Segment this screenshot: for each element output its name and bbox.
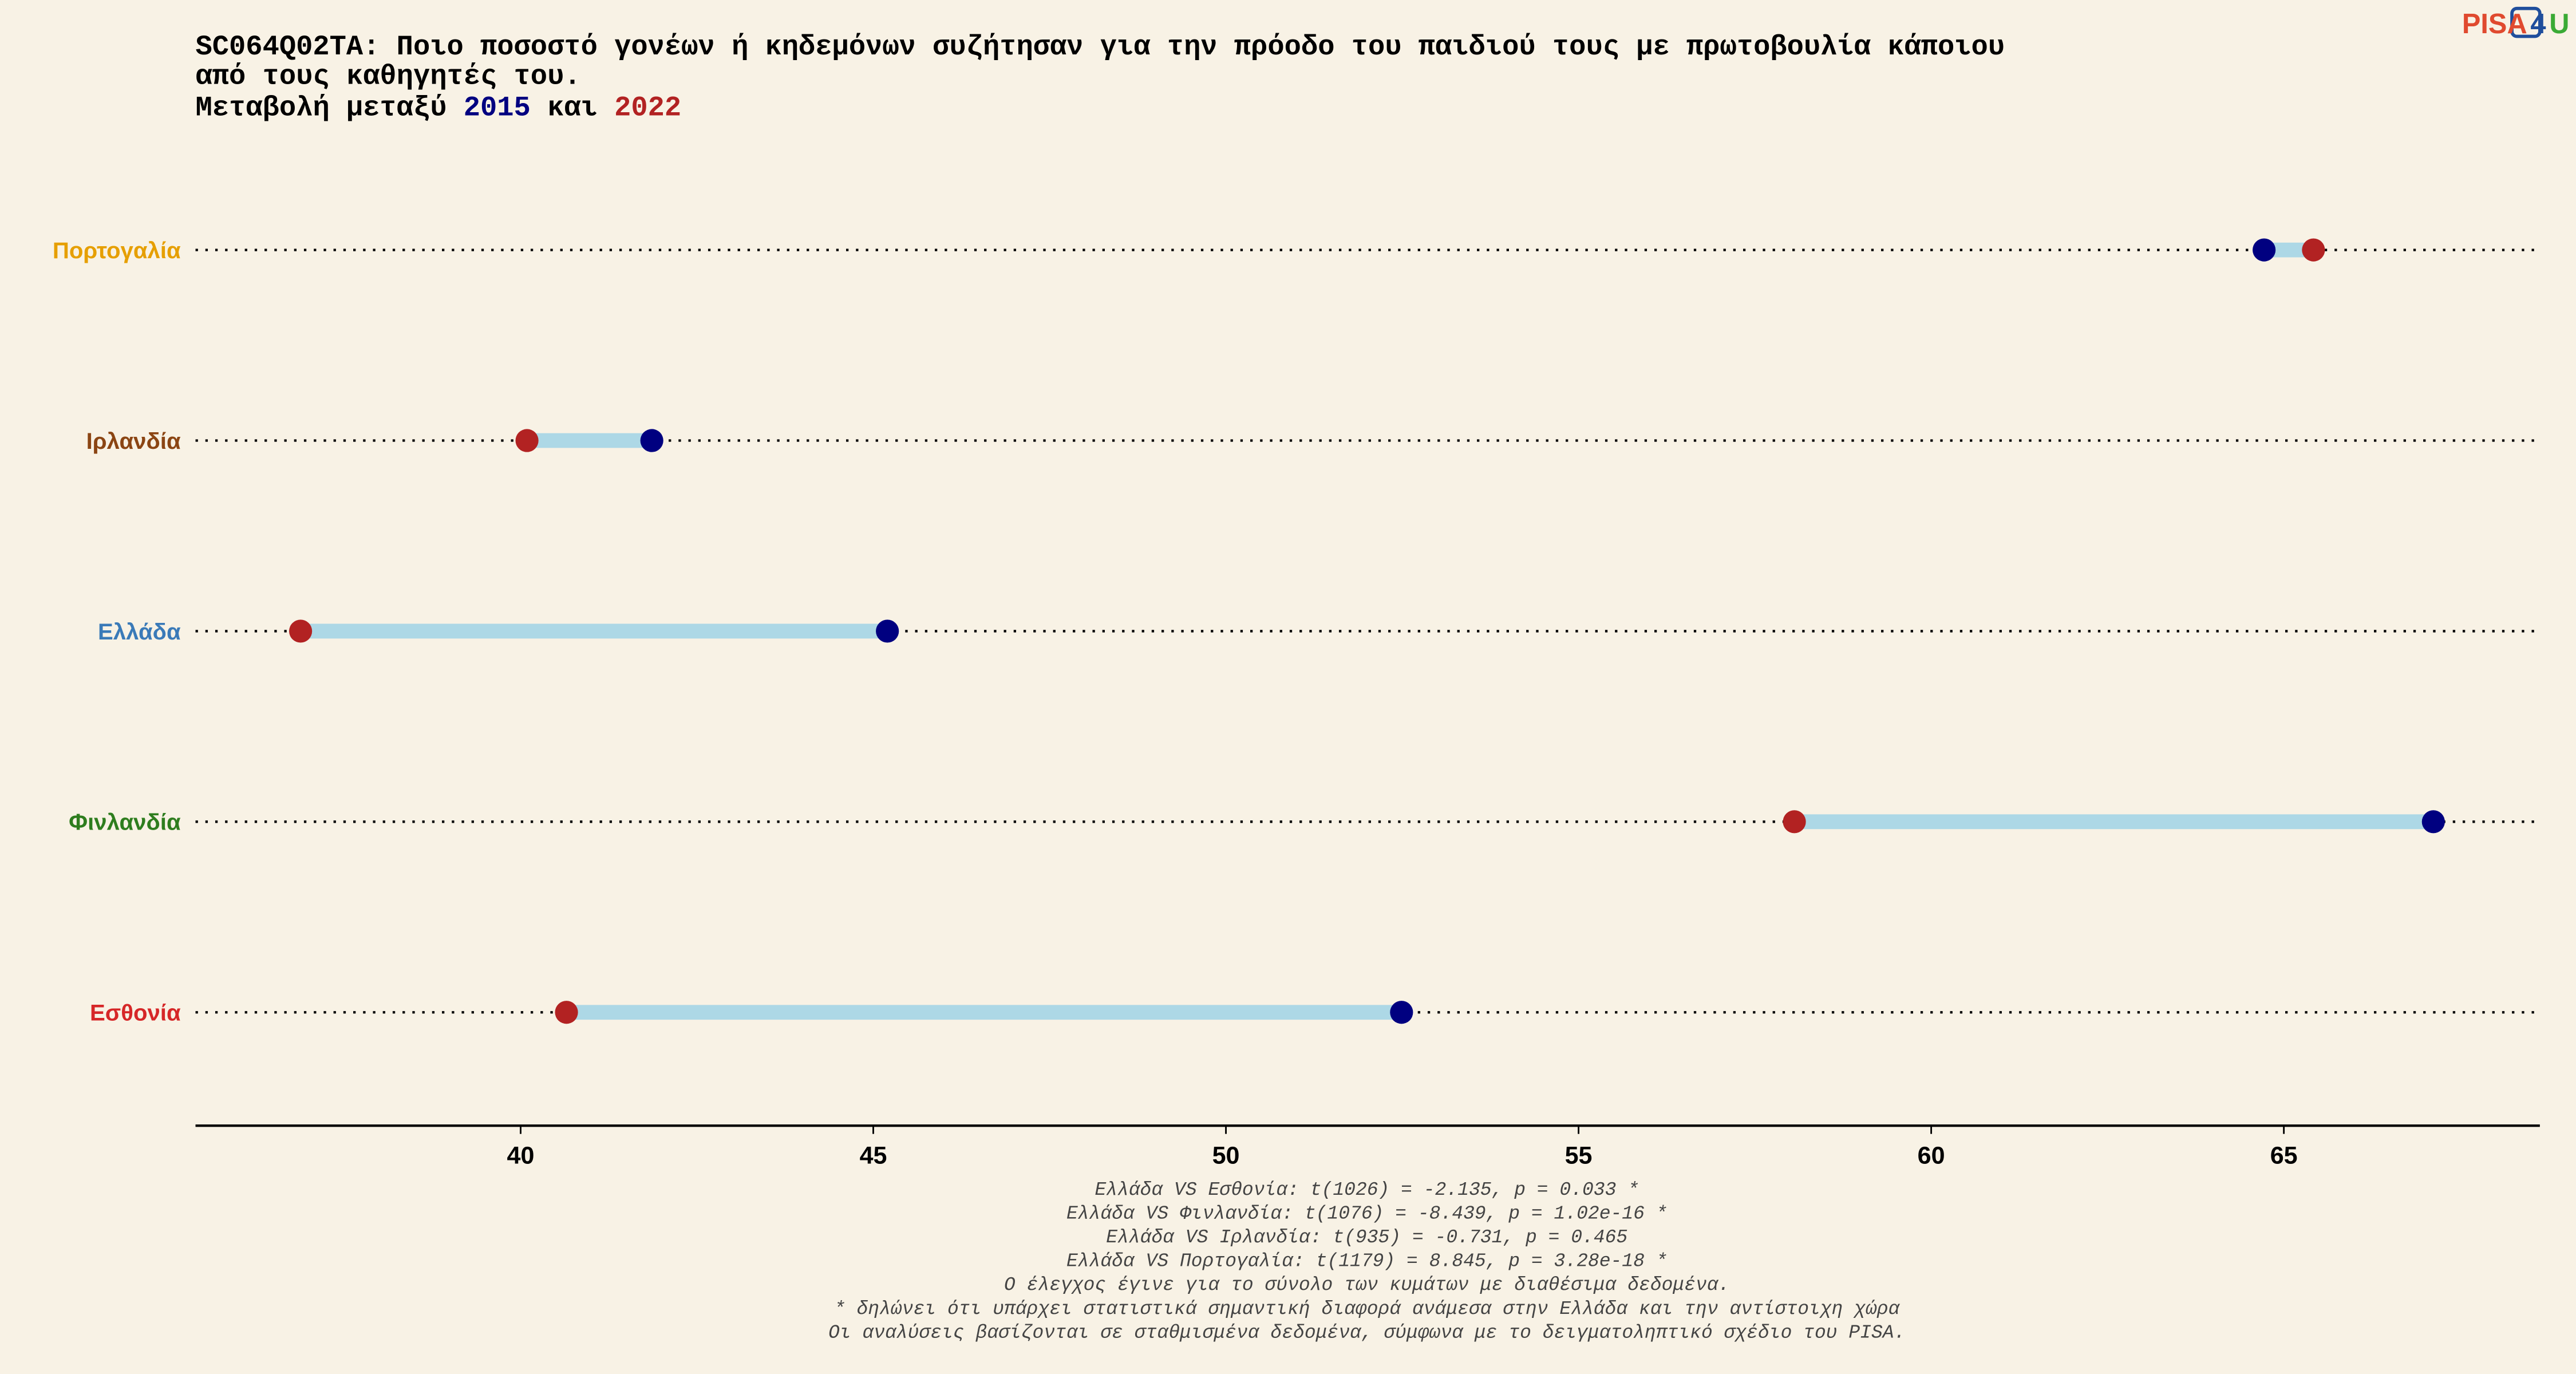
y-tick-label: Πορτογαλία <box>53 238 181 263</box>
x-tick-label: 40 <box>507 1142 535 1169</box>
dot <box>2253 238 2276 262</box>
logo-box <box>2510 6 2542 38</box>
logo-part: 4 <box>2530 9 2546 40</box>
x-tick-label: 45 <box>860 1142 887 1169</box>
chart-subtitle: Μεταβολή μεταξύ 2015 και 2022 <box>196 92 682 124</box>
y-tick-label: Φινλανδία <box>69 810 181 835</box>
dot <box>1390 1001 1413 1024</box>
y-tick-label: Εσθονία <box>90 1000 181 1026</box>
x-tick-label: 50 <box>1212 1142 1240 1169</box>
dot <box>2302 238 2325 262</box>
dot <box>289 619 313 643</box>
footnote: Οι αναλύσεις βασίζονται σε σταθμισμένα δ… <box>828 1322 1905 1343</box>
dot <box>876 619 899 643</box>
logo-part: U <box>2549 9 2569 40</box>
dot <box>515 429 539 452</box>
legend-entry: 2015 <box>464 92 531 124</box>
subtitle-text: και <box>547 92 598 124</box>
dot <box>640 429 663 452</box>
footnote: Ελλάδα VS Πορτογαλία: t(1179) = 8.845, p… <box>1066 1251 1668 1272</box>
dot <box>555 1001 578 1024</box>
subtitle-text: Μεταβολή μεταξύ <box>196 92 447 124</box>
chart-title: SC064Q02TA: Ποιο ποσοστό γονέων ή κηδεμό… <box>196 31 2005 63</box>
y-tick-label: Ιρλανδία <box>86 428 181 454</box>
footnote: Ο έλεγχος έγινε για το σύνολο των κυμάτω… <box>1004 1274 1729 1296</box>
footnote: Ελλάδα VS Φινλανδία: t(1076) = -8.439, p… <box>1066 1203 1668 1224</box>
dot <box>2421 810 2445 834</box>
x-tick-label: 55 <box>1565 1142 1593 1169</box>
x-tick-label: 65 <box>2270 1142 2298 1169</box>
logo-part: PISA <box>2462 9 2527 40</box>
chart-title: από τους καθηγητές του. <box>196 61 581 93</box>
footnote: Ελλάδα VS Εσθονία: t(1026) = -2.135, p =… <box>1095 1179 1639 1201</box>
x-tick-label: 60 <box>1918 1142 1945 1169</box>
dot <box>1783 810 1806 834</box>
footnote: * δηλώνει ότι υπάρχει στατιστικά σημαντι… <box>834 1298 1901 1320</box>
footnote: Ελλάδα VS Ιρλανδία: t(935) = -0.731, p =… <box>1106 1227 1627 1248</box>
y-tick-label: Ελλάδα <box>98 619 181 645</box>
legend-entry: 2022 <box>614 92 681 124</box>
logo: PISA 4 U <box>2462 9 2570 40</box>
